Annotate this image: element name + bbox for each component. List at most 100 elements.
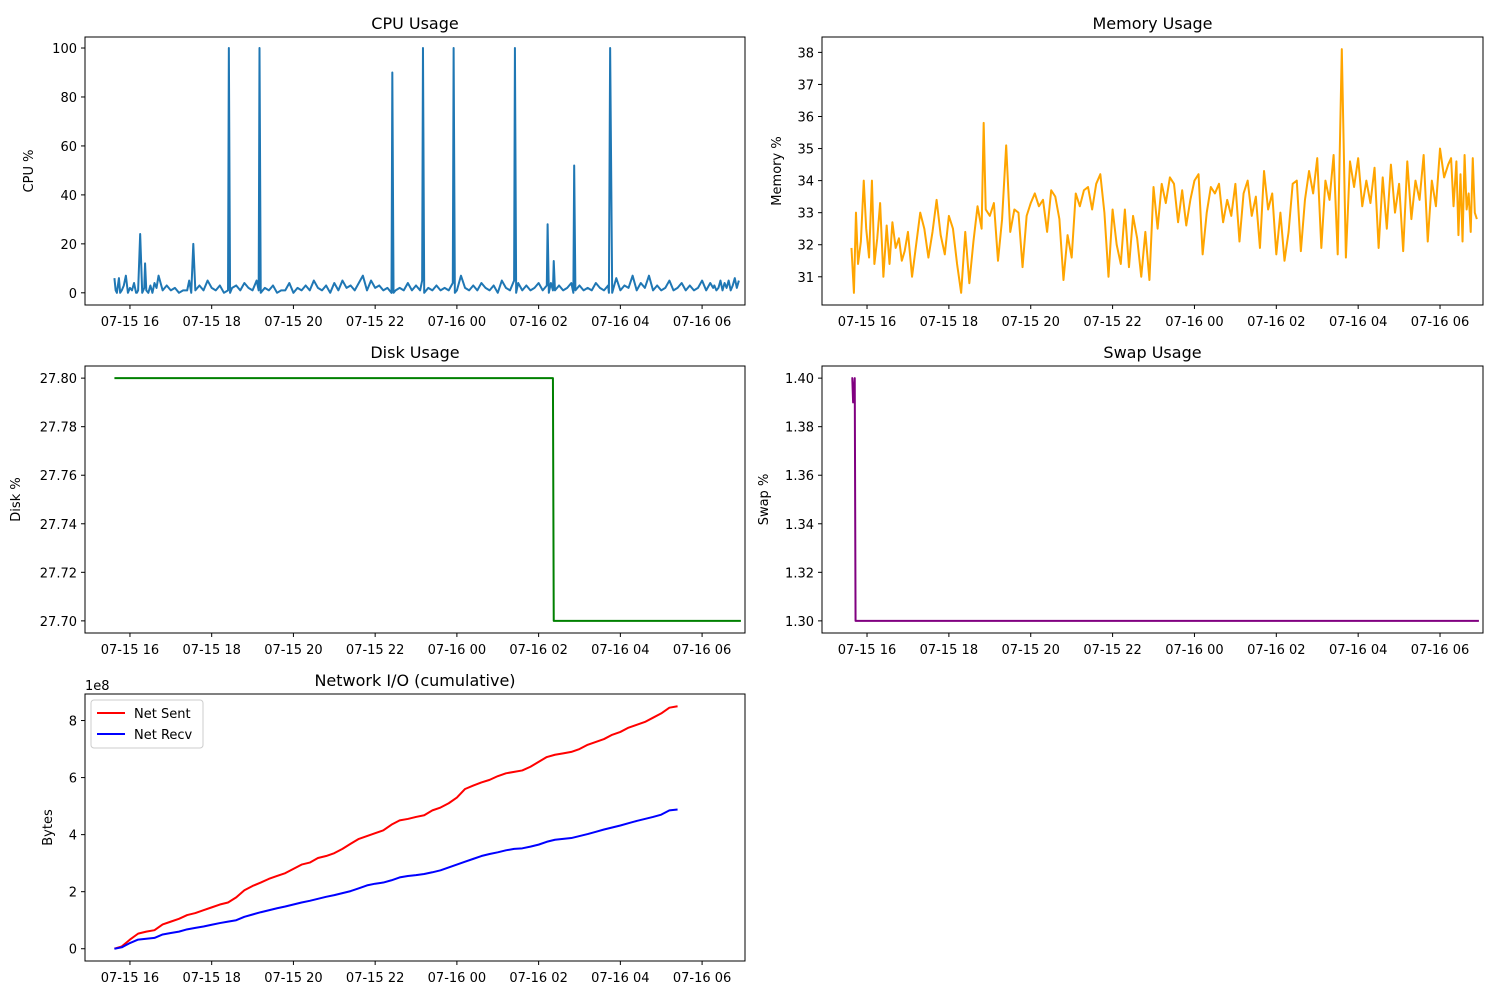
disk-title: Disk Usage (370, 343, 459, 362)
swap-x-tick-label: 07-16 02 (1247, 643, 1305, 658)
disk-y-tick-label: 27.80 (40, 372, 77, 387)
cpu-y-tick-label: 0 (69, 287, 77, 302)
cpu-x-tick-label: 07-15 18 (182, 315, 240, 330)
cpu-y-tick-label: 60 (60, 140, 77, 155)
cpu-y-tick-label: 20 (60, 238, 77, 253)
swap-y-tick-label: 1.30 (785, 615, 814, 630)
memory-x-tick-label: 07-15 22 (1083, 315, 1141, 330)
memory-y-axis-label: Memory % (770, 136, 785, 205)
network-title: Network I/O (cumulative) (314, 671, 515, 690)
memory-x-tick-label: 07-16 02 (1247, 315, 1305, 330)
disk-x-tick-label: 07-15 22 (346, 643, 404, 658)
disk-y-tick-label: 27.70 (40, 615, 77, 630)
network-x-tick-label: 07-15 20 (264, 971, 322, 986)
memory-title: Memory Usage (1092, 14, 1212, 33)
network-axes-frame (84, 693, 746, 962)
network-y-offset-text: 1e8 (85, 679, 110, 694)
swap-y-tick-label: 1.40 (785, 372, 814, 387)
disk-x-tick-label: 07-15 20 (264, 643, 322, 658)
memory-x-tick-label: 07-16 06 (1411, 315, 1469, 330)
swap-y-axis-label: Swap % (757, 474, 772, 526)
memory-y-tick-label: 34 (797, 175, 814, 190)
network-y-tick-label: 0 (69, 943, 77, 958)
cpu-title: CPU Usage (371, 14, 458, 33)
network-y-tick-label: 4 (69, 829, 77, 844)
disk-y-tick-label: 27.78 (40, 421, 77, 436)
memory-y-tick-label: 36 (797, 111, 814, 126)
cpu-y-tick-label: 80 (60, 91, 77, 106)
swap-x-tick-label: 07-16 06 (1411, 643, 1469, 658)
swap-x-tick-label: 07-15 22 (1083, 643, 1141, 658)
swap-y-tick-label: 1.38 (785, 421, 814, 436)
swap-x-tick-label: 07-15 20 (1002, 643, 1060, 658)
cpu-x-tick-label: 07-15 16 (101, 315, 159, 330)
cpu-chart: CPU Usage 07-15 16 07-15 18 07-15 20 07-15 2… (22, 14, 746, 330)
network-series-line-2 (114, 808, 678, 950)
memory-x-tick-label: 07-15 18 (920, 315, 978, 330)
network-legend-label: Net Recv (134, 728, 193, 743)
cpu-x-tick-label: 07-16 04 (591, 315, 649, 330)
disk-series-line-1 (114, 377, 741, 622)
disk-y-tick-label: 27.76 (40, 469, 77, 484)
memory-y-tick-label: 33 (797, 207, 814, 222)
memory-axes-frame (821, 36, 1484, 306)
swap-x-tick-label: 07-15 16 (838, 643, 896, 658)
network-y-axis-label: Bytes (41, 809, 56, 846)
disk-x-tick-label: 07-16 06 (673, 643, 731, 658)
cpu-axes-frame (84, 36, 746, 306)
network-legend: Net Sent Net Recv (90, 699, 204, 749)
disk-x-tick-label: 07-15 16 (101, 643, 159, 658)
network-x-tick-label: 07-15 22 (346, 971, 404, 986)
network-y-tick-label: 8 (69, 715, 77, 730)
swap-series-line-1 (851, 377, 1479, 622)
network-y-tick-label: 6 (69, 772, 77, 787)
memory-y-tick-label: 31 (797, 271, 814, 286)
cpu-x-tick-label: 07-15 20 (264, 315, 322, 330)
memory-series-line-1 (850, 48, 1478, 294)
disk-x-tick-label: 07-16 02 (509, 643, 567, 658)
cpu-x-tick-label: 07-16 02 (509, 315, 567, 330)
network-x-tick-label: 07-15 16 (101, 971, 159, 986)
swap-y-tick-label: 1.36 (785, 469, 814, 484)
disk-axes-frame (84, 365, 746, 634)
swap-x-tick-label: 07-16 04 (1329, 643, 1387, 658)
memory-chart: Memory Usage 07-15 16 07-15 18 07-15 20 07-1… (770, 14, 1484, 330)
network-legend-label: Net Sent (134, 707, 191, 722)
disk-chart: Disk Usage 07-15 16 07-15 18 07-15 20 07-15 … (9, 343, 746, 658)
swap-axes-frame (821, 365, 1484, 634)
swap-chart: Swap Usage 07-15 16 07-15 18 07-15 20 07-15 … (757, 343, 1484, 658)
memory-y-tick-label: 35 (797, 143, 814, 158)
memory-y-tick-label: 38 (797, 46, 814, 61)
network-y-tick-label: 2 (69, 886, 77, 901)
disk-y-tick-label: 27.74 (40, 518, 77, 533)
network-chart: Network I/O (cumulative) 07-15 16 07-15 18… (41, 671, 746, 986)
memory-x-tick-label: 07-15 16 (838, 315, 896, 330)
cpu-series-line-1 (113, 47, 740, 294)
swap-y-tick-label: 1.32 (785, 566, 814, 581)
cpu-x-tick-label: 07-16 00 (428, 315, 486, 330)
swap-title: Swap Usage (1103, 343, 1201, 362)
disk-x-tick-label: 07-16 04 (591, 643, 649, 658)
swap-y-tick-label: 1.34 (785, 518, 814, 533)
memory-x-tick-label: 07-16 04 (1329, 315, 1387, 330)
memory-x-tick-label: 07-15 20 (1002, 315, 1060, 330)
network-x-tick-label: 07-16 06 (673, 971, 731, 986)
cpu-y-axis-label: CPU % (22, 150, 37, 193)
cpu-y-tick-label: 40 (60, 189, 77, 204)
memory-y-tick-label: 32 (797, 239, 814, 254)
disk-y-axis-label: Disk % (9, 477, 24, 521)
disk-x-tick-label: 07-16 00 (428, 643, 486, 658)
swap-x-tick-label: 07-15 18 (920, 643, 978, 658)
disk-y-tick-label: 27.72 (40, 566, 77, 581)
network-series-line-1 (114, 705, 678, 950)
network-x-tick-label: 07-16 04 (591, 971, 649, 986)
swap-x-tick-label: 07-16 00 (1165, 643, 1223, 658)
network-x-tick-label: 07-16 00 (428, 971, 486, 986)
memory-x-tick-label: 07-16 00 (1165, 315, 1223, 330)
cpu-y-tick-label: 100 (52, 42, 77, 57)
network-x-tick-label: 07-16 02 (509, 971, 567, 986)
cpu-x-tick-label: 07-16 06 (673, 315, 731, 330)
cpu-x-tick-label: 07-15 22 (346, 315, 404, 330)
